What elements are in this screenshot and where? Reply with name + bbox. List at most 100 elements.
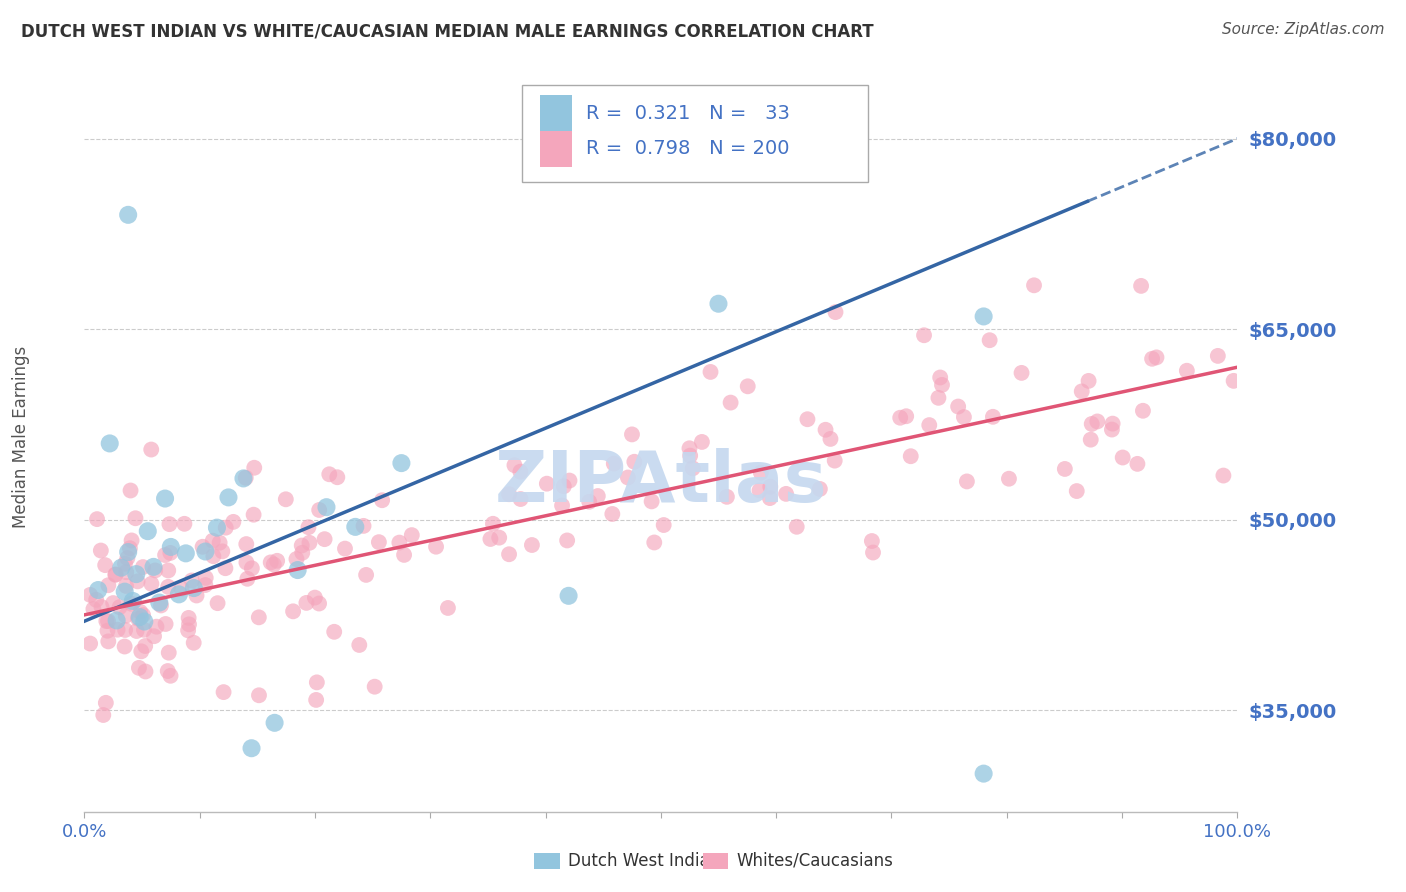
- Point: [107, 623, 129, 637]
- Point: [617, 470, 640, 484]
- Point: [194, 578, 217, 592]
- Point: [720, 395, 742, 409]
- Point: [207, 596, 229, 610]
- Point: [998, 472, 1021, 486]
- Point: [553, 479, 575, 493]
- Point: [558, 474, 581, 488]
- Text: Source: ZipAtlas.com: Source: ZipAtlas.com: [1222, 22, 1385, 37]
- Point: [263, 558, 285, 572]
- Point: [425, 540, 447, 554]
- Point: [678, 442, 700, 456]
- Point: [143, 564, 166, 578]
- Point: [121, 533, 143, 548]
- Point: [96, 614, 118, 628]
- Point: [555, 533, 578, 548]
- Point: [498, 547, 520, 561]
- Point: [918, 418, 941, 433]
- Point: [786, 520, 808, 534]
- Point: [177, 624, 200, 638]
- Point: [1101, 423, 1123, 437]
- Point: [186, 589, 208, 603]
- Point: [759, 491, 782, 505]
- Point: [392, 548, 415, 562]
- Point: [305, 675, 328, 690]
- Point: [981, 409, 1004, 424]
- Point: [707, 297, 730, 311]
- Point: [900, 449, 922, 463]
- Point: [586, 489, 609, 503]
- Point: [155, 617, 177, 632]
- Point: [136, 524, 159, 538]
- Point: [114, 608, 136, 623]
- Point: [896, 409, 918, 424]
- Point: [889, 410, 911, 425]
- Point: [211, 544, 233, 558]
- Point: [157, 580, 180, 594]
- Point: [498, 487, 520, 501]
- Point: [391, 456, 413, 470]
- Point: [87, 582, 110, 597]
- Point: [308, 503, 330, 517]
- Point: [979, 333, 1001, 347]
- Point: [82, 602, 104, 616]
- Point: [620, 427, 643, 442]
- Point: [796, 412, 818, 426]
- Point: [956, 475, 979, 489]
- Point: [775, 487, 797, 501]
- Point: [117, 551, 139, 566]
- Point: [1222, 374, 1244, 388]
- Point: [643, 535, 665, 549]
- Point: [218, 491, 240, 505]
- Point: [367, 535, 389, 549]
- Point: [79, 636, 101, 650]
- Point: [1175, 364, 1198, 378]
- Point: [509, 465, 531, 479]
- Point: [388, 535, 411, 549]
- Point: [297, 520, 319, 534]
- Point: [557, 589, 579, 603]
- Point: [1011, 366, 1033, 380]
- Point: [314, 532, 336, 546]
- Point: [1132, 404, 1154, 418]
- Point: [90, 599, 112, 614]
- Point: [79, 588, 101, 602]
- Point: [1022, 278, 1045, 293]
- Point: [759, 480, 782, 494]
- Point: [127, 574, 149, 589]
- Point: [153, 548, 176, 562]
- Bar: [523, 85, 869, 182]
- Point: [132, 560, 155, 574]
- Point: [623, 455, 645, 469]
- Point: [1066, 484, 1088, 499]
- Point: [205, 521, 228, 535]
- Point: [84, 592, 107, 607]
- Point: [235, 537, 257, 551]
- Point: [927, 391, 949, 405]
- Point: [214, 561, 236, 575]
- Point: [973, 310, 995, 324]
- Point: [1080, 417, 1102, 431]
- Point: [105, 614, 128, 628]
- Point: [121, 594, 143, 608]
- Point: [520, 538, 543, 552]
- Point: [125, 624, 148, 638]
- Point: [363, 680, 385, 694]
- Point: [488, 531, 510, 545]
- Point: [315, 500, 337, 515]
- Point: [104, 567, 127, 582]
- Point: [104, 567, 127, 582]
- Point: [640, 494, 662, 508]
- Point: [1080, 433, 1102, 447]
- Point: [291, 546, 314, 560]
- Point: [318, 467, 340, 482]
- Point: [260, 555, 283, 569]
- Point: [117, 545, 139, 559]
- Point: [349, 638, 371, 652]
- Point: [232, 471, 254, 485]
- Point: [1126, 457, 1149, 471]
- Point: [97, 614, 120, 628]
- Point: [134, 615, 156, 629]
- Point: [242, 508, 264, 522]
- Point: [156, 664, 179, 678]
- Point: [128, 610, 150, 624]
